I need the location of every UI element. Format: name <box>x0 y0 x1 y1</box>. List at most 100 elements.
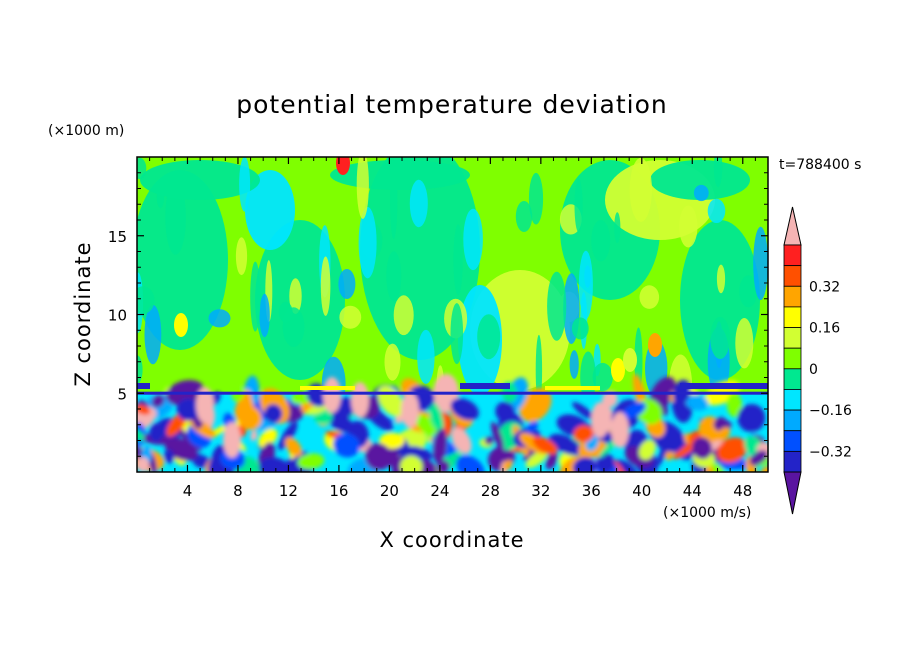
y-tick-label: 10 <box>108 307 127 325</box>
lower-contour-blob <box>278 421 298 450</box>
upper-contour-streak <box>384 343 401 381</box>
time-label: t=788400 s <box>779 157 861 173</box>
upper-contour-streak <box>156 185 165 209</box>
upper-contour-streak <box>679 205 698 248</box>
upper-contour-streak <box>358 207 377 279</box>
boundary-band <box>137 391 768 395</box>
upper-contour-streak <box>417 329 435 384</box>
boundary-warm-segment <box>545 386 600 390</box>
colorbar-bin <box>783 368 802 390</box>
upper-contour-streak <box>693 184 709 202</box>
colorbar: 0.32 0.16 0 −0.16 −0.32 <box>783 206 852 515</box>
upper-contour-streak <box>339 305 362 329</box>
x-tick-label: 20 <box>380 482 399 500</box>
upper-contour-streak <box>137 157 147 180</box>
lower-contour-blob <box>264 404 283 424</box>
y-unit-label: (×1000 m) <box>48 123 124 139</box>
lower-plume <box>611 412 629 448</box>
y-axis: 5 10 15 <box>108 172 768 457</box>
lower-plume <box>196 387 214 423</box>
upper-contour-streak <box>713 157 723 188</box>
upper-contour-streak <box>569 350 579 379</box>
lower-contour-blob <box>532 436 558 455</box>
lower-contour-blob <box>258 428 278 448</box>
lower-contour-blob <box>596 452 615 472</box>
lower-contour-blob <box>526 421 539 433</box>
upper-contour-streak <box>239 157 251 212</box>
lower-contour-blob <box>164 449 175 464</box>
upper-contour-patch <box>650 160 750 200</box>
lower-contour-blob <box>519 387 552 423</box>
upper-contour-streak <box>393 295 414 336</box>
colorbar-bin <box>783 265 802 287</box>
lower-contour-blob <box>760 466 768 472</box>
upper-contour-streak <box>592 362 613 392</box>
upper-contour-streak <box>547 271 567 341</box>
upper-contour-streak <box>259 293 270 338</box>
upper-contour-streak <box>320 256 331 316</box>
lower-plume <box>351 382 369 418</box>
upper-contour-streak <box>528 172 544 225</box>
upper-contour-streak <box>707 198 726 223</box>
upper-contour-streak <box>535 334 543 405</box>
upper-contour-streak <box>450 303 464 365</box>
lower-contour-blob <box>490 421 504 451</box>
lower-contour-blob <box>484 436 494 445</box>
lower-contour-blob <box>149 422 164 443</box>
x-axis-label: X coordinate <box>379 528 524 552</box>
lower-contour-blob <box>456 455 485 472</box>
lower-contour-blob <box>379 432 405 449</box>
lower-contour-blob <box>745 455 758 472</box>
lower-contour-blob <box>151 394 165 408</box>
upper-field <box>137 157 768 417</box>
boundary-layer <box>137 383 768 395</box>
lower-contour-blob <box>176 398 200 421</box>
lower-contour-blob <box>285 437 302 457</box>
upper-warm-spot <box>336 157 350 175</box>
lower-contour-blob <box>573 425 594 443</box>
x-tick-label: 12 <box>279 482 298 500</box>
x-tick-label: 8 <box>233 482 243 500</box>
lower-contour-blob <box>726 392 743 418</box>
lower-field <box>137 373 768 472</box>
upper-contour-streak <box>250 261 261 332</box>
x-tick-label: 44 <box>683 482 702 500</box>
colorbar-bin <box>783 450 802 473</box>
upper-contour-streak <box>137 355 143 384</box>
lower-contour-blob <box>685 394 709 411</box>
lower-contour-blob <box>601 390 618 408</box>
colorbar-bin <box>783 327 802 349</box>
upper-contour-streak <box>515 201 533 232</box>
y-tick-label: 5 <box>117 385 127 403</box>
upper-contour-streak <box>716 264 726 294</box>
lower-contour-blob <box>749 450 768 466</box>
lower-plume <box>223 422 241 458</box>
lower-contour-blob <box>451 427 472 454</box>
x-tick-label: 40 <box>632 482 651 500</box>
upper-contour-streak <box>614 212 621 244</box>
y-tick-label: 15 <box>108 228 127 246</box>
colorbar-bin <box>783 347 802 370</box>
upper-contour-patch <box>245 170 295 250</box>
colorbar-label: 0 <box>809 362 818 378</box>
upper-contour-streak <box>753 226 768 301</box>
x-tick-label: 48 <box>733 482 752 500</box>
lower-contour-blob <box>716 437 748 463</box>
lower-contour-blob <box>250 429 258 442</box>
upper-contour-streak <box>278 301 293 323</box>
upper-warm-spot <box>648 333 662 357</box>
upper-contour-streak <box>390 162 398 239</box>
upper-contour-streak <box>591 220 611 262</box>
upper-contour-streak <box>453 224 463 295</box>
lower-contour-blob <box>737 403 766 433</box>
upper-contour-streak <box>739 275 758 308</box>
boundary-warm-segment <box>300 386 355 390</box>
upper-contour-streak <box>409 179 428 228</box>
colorbar-bin <box>783 244 802 267</box>
y-axis-label: Z coordinate <box>71 241 95 386</box>
lower-contour-blob <box>545 451 558 470</box>
colorbar-bin <box>783 389 802 411</box>
upper-warm-spot <box>611 358 625 382</box>
lower-contour-blob <box>525 450 548 468</box>
